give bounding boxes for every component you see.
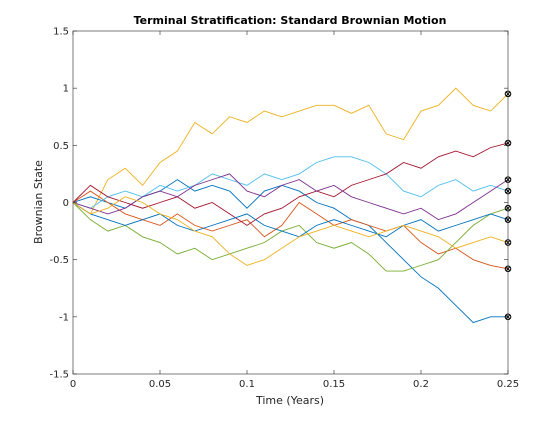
chart-title: Terminal Stratification: Standard Browni… (134, 14, 447, 27)
series-line-3 (72, 190, 509, 270)
x-tick-label: 0 (70, 379, 76, 390)
series-line-8 (72, 202, 509, 238)
y-tick-label: 1 (63, 84, 69, 95)
series-line-9 (72, 196, 509, 266)
y-axis-label: Brownian State (32, 160, 45, 244)
y-tick-label: -0.5 (49, 255, 69, 266)
y-tick-label: 0 (63, 198, 69, 209)
series-line-1 (72, 87, 509, 215)
x-tick-label: 0.15 (323, 379, 345, 390)
x-tick-layer: 0 0.05 0.1 0.15 0.2 0.25 (70, 31, 519, 390)
series-line-6 (72, 173, 509, 221)
x-tick-label: 0.05 (149, 379, 171, 390)
series-layer (72, 87, 509, 324)
series-line-7 (72, 202, 509, 272)
y-tick-label: -1.5 (49, 370, 69, 381)
y-tick-label: 1.5 (53, 27, 69, 38)
series-line-5 (72, 142, 509, 226)
x-tick-label: 0.25 (497, 379, 519, 390)
x-tick-label: 0.1 (239, 379, 255, 390)
y-tick-label: 0.5 (53, 141, 69, 152)
x-tick-label: 0.2 (413, 379, 429, 390)
series-line-4 (72, 156, 509, 209)
x-axis-label: Time (Years) (255, 394, 324, 407)
y-tick-layer: -1.5 -1 -0.5 0 0.5 1 1.5 (49, 27, 508, 381)
y-tick-label: -1 (59, 312, 69, 323)
